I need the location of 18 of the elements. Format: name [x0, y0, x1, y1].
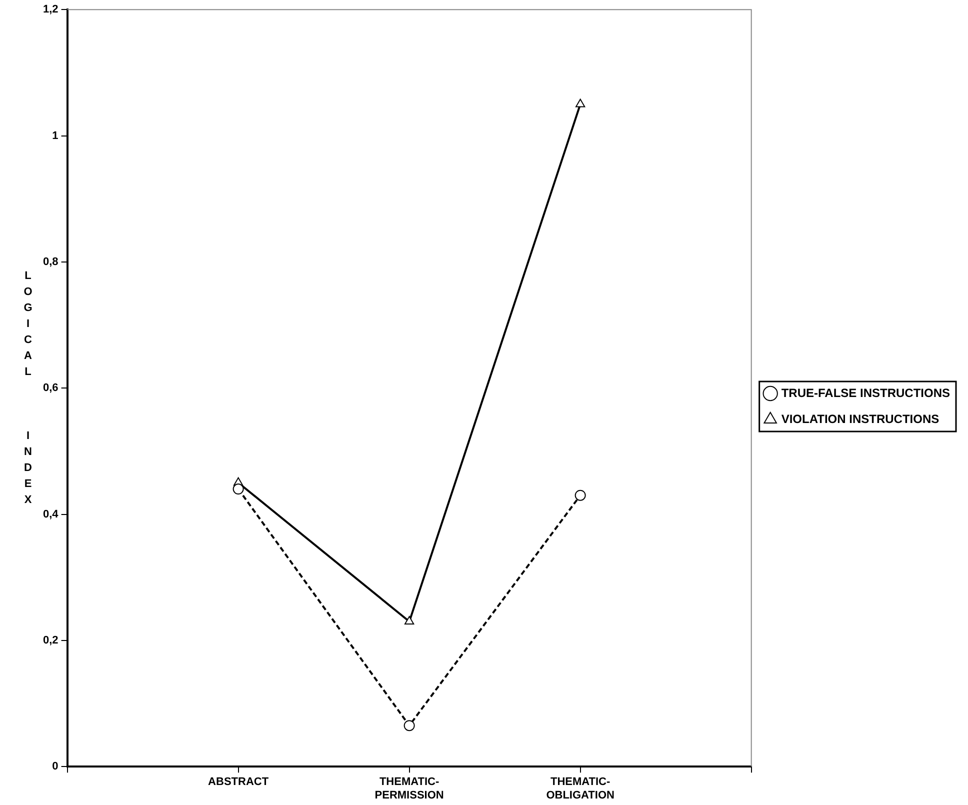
legend-label: VIOLATION INSTRUCTIONS — [781, 412, 940, 426]
point — [574, 490, 586, 501]
y-tick-label: 0 — [52, 760, 58, 773]
y-tick-label: 0,4 — [42, 508, 60, 520]
y-tick-label: 1 — [52, 130, 58, 142]
x-tick-label: THEMATIC-OBLIGATION — [546, 776, 614, 802]
point — [404, 720, 415, 732]
point — [232, 484, 244, 495]
y-tick-label: 0,6 — [42, 382, 58, 394]
x-tick-label: THEMATIC-PERMISSION — [374, 776, 444, 802]
x-tick-label: ABSTRACT — [208, 776, 269, 788]
y-tick-label: 0,8 — [42, 256, 58, 268]
y-tick-label: 1,2 — [42, 4, 58, 16]
legend-label: TRUE-FALSE INSTRUCTIONS — [781, 386, 950, 400]
y-tick-label: 0,2 — [42, 634, 58, 646]
point — [575, 98, 586, 108]
y-axis-title: LOGICAL INDEX — [22, 270, 34, 510]
point — [404, 616, 414, 625]
